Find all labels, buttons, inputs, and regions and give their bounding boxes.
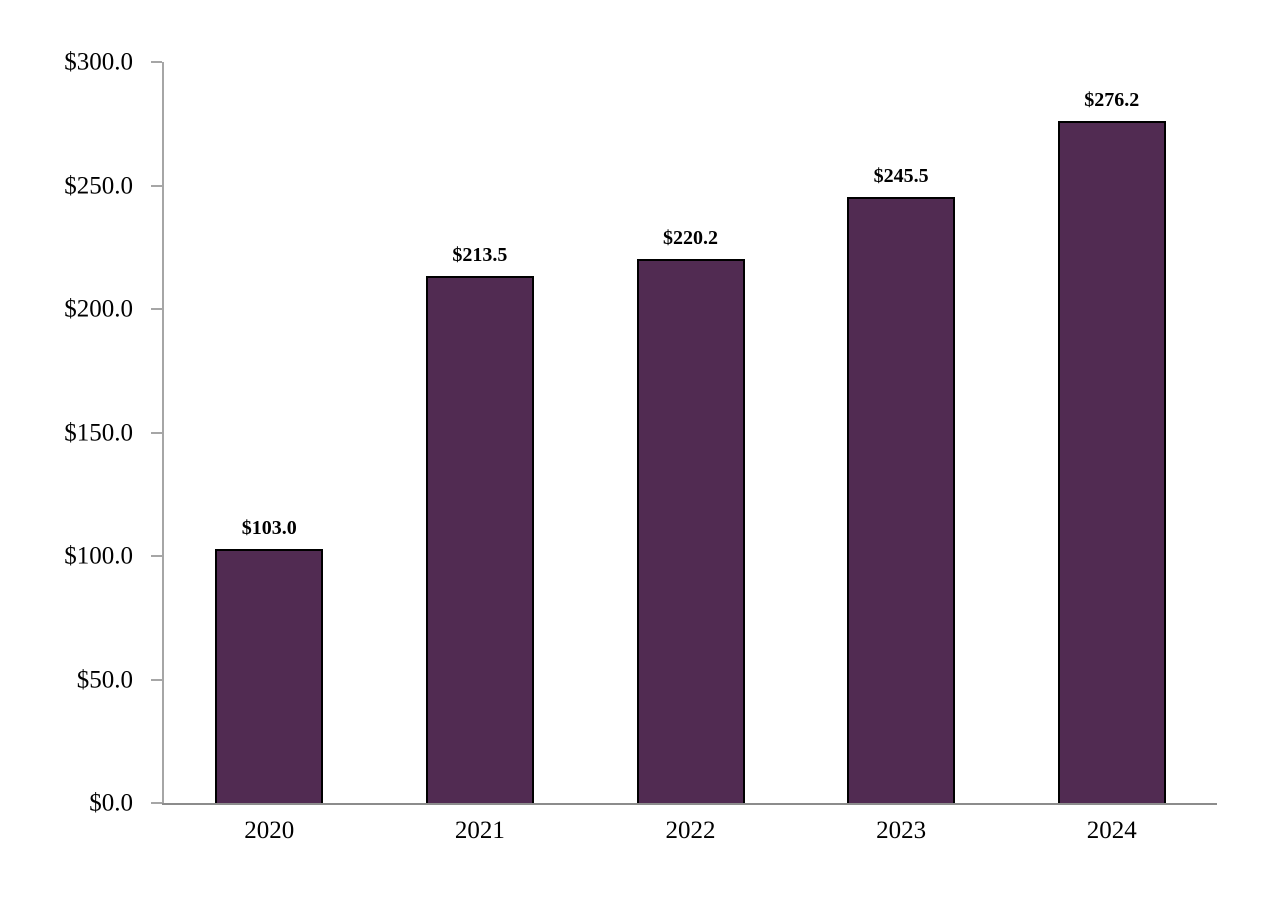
x-tick-label: 2021	[454, 817, 505, 844]
bar-value-label: $103.0	[241, 516, 297, 539]
x-axis-line	[162, 803, 1217, 805]
bar-2022	[636, 259, 745, 803]
bar-value-label: $213.5	[452, 243, 508, 266]
y-tick-label: $250.0	[64, 172, 133, 199]
bar-value-label: $220.2	[663, 227, 718, 250]
x-tick-label: 2020	[244, 817, 295, 844]
y-tick-label: $50.0	[76, 666, 133, 693]
y-tick-label: $300.0	[64, 48, 133, 76]
bar-2020	[215, 548, 324, 803]
y-tick	[151, 802, 162, 804]
y-tick-label: $200.0	[64, 295, 133, 323]
y-tick	[151, 61, 162, 63]
bar-2021	[425, 275, 534, 803]
bar-2024	[1057, 120, 1166, 803]
y-tick	[151, 308, 162, 310]
bar-value-label: $276.2	[1084, 88, 1140, 111]
y-tick	[151, 431, 162, 434]
y-tick-label: $0.0	[89, 789, 133, 817]
y-tick	[151, 555, 162, 557]
plot-area: $0.0 $50.0 $100.0 $150.0 $200.0 $250.0 $300.0 $…	[64, 50, 1217, 844]
bar-value-label: $245.5	[873, 164, 929, 187]
x-tick-label: 2024	[1086, 817, 1137, 844]
y-tick	[151, 184, 162, 187]
x-tick-label: 2022	[665, 817, 716, 844]
y-tick-label: $150.0	[64, 419, 133, 446]
y-axis-line	[162, 62, 164, 803]
y-tick	[151, 678, 162, 681]
x-tick-label: 2023	[876, 817, 927, 844]
bar-2023	[847, 196, 956, 803]
y-tick-label: $100.0	[64, 542, 133, 570]
